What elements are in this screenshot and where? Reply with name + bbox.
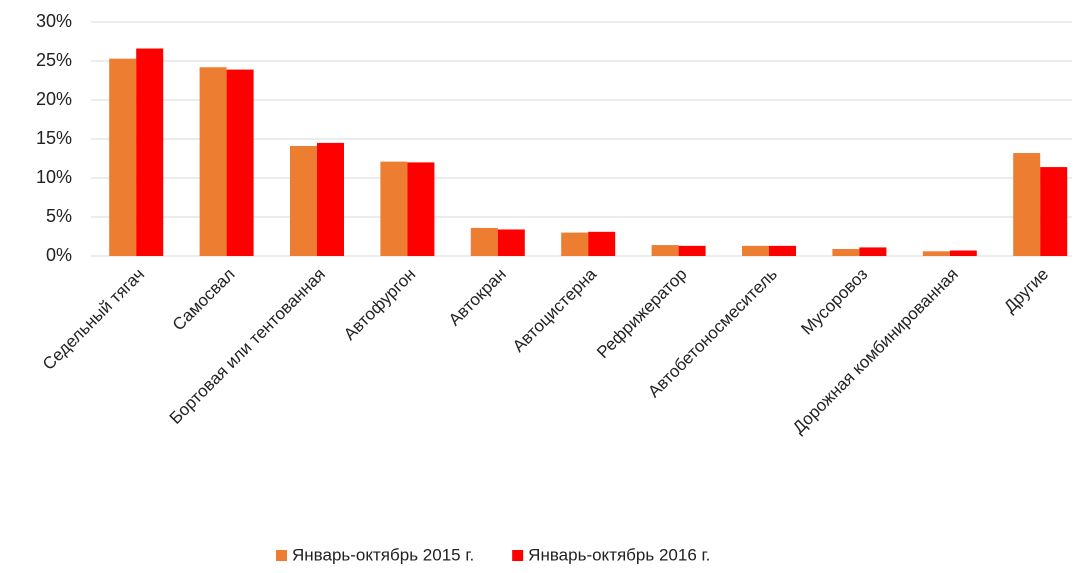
x-tick-label: Седельный тягач [39,265,148,374]
bar [1040,167,1068,256]
bar [136,48,164,256]
bar [497,229,525,256]
bar [859,247,887,256]
y-tick-label: 5% [46,206,72,226]
bar [199,67,227,257]
x-tick-label: Дорожная комбинированная [789,265,962,438]
legend-swatch [276,550,287,561]
bar [678,245,706,256]
x-tick-label: Мусоровоз [797,264,871,338]
bar [949,250,977,256]
bar [742,245,769,256]
x-tick-label: Рефрижератор [593,265,690,362]
y-tick-label: 25% [36,50,72,70]
y-tick-label: 30% [36,11,72,31]
bar [290,146,317,256]
x-tick-label: Самосвал [169,265,239,335]
bar [380,161,408,256]
y-tick-label: 15% [36,128,72,148]
bar [317,142,344,256]
x-tick-label: Бортовая или тентованная [166,265,329,428]
bar [109,58,137,256]
y-tick-label: 10% [36,167,72,187]
bar [1013,153,1041,256]
y-tick-label: 20% [36,89,72,109]
bar [922,251,950,256]
bar [407,162,435,256]
legend-label: Январь-октябрь 2015 г. [292,545,474,564]
x-tick-label: Автофургон [340,265,419,344]
bar [470,227,498,256]
x-tick-label: Автоцистерна [509,264,601,356]
legend-label: Январь-октябрь 2016 г. [528,545,710,564]
bar [651,245,679,256]
bar [588,231,616,256]
y-tick-label: 0% [46,245,72,265]
legend-swatch [512,550,524,561]
x-tick-label: Другие [1000,265,1052,317]
bar [769,245,796,256]
bar [561,232,589,256]
bar [226,69,254,256]
x-tick-label: Автокран [445,265,510,330]
bar [832,248,860,256]
